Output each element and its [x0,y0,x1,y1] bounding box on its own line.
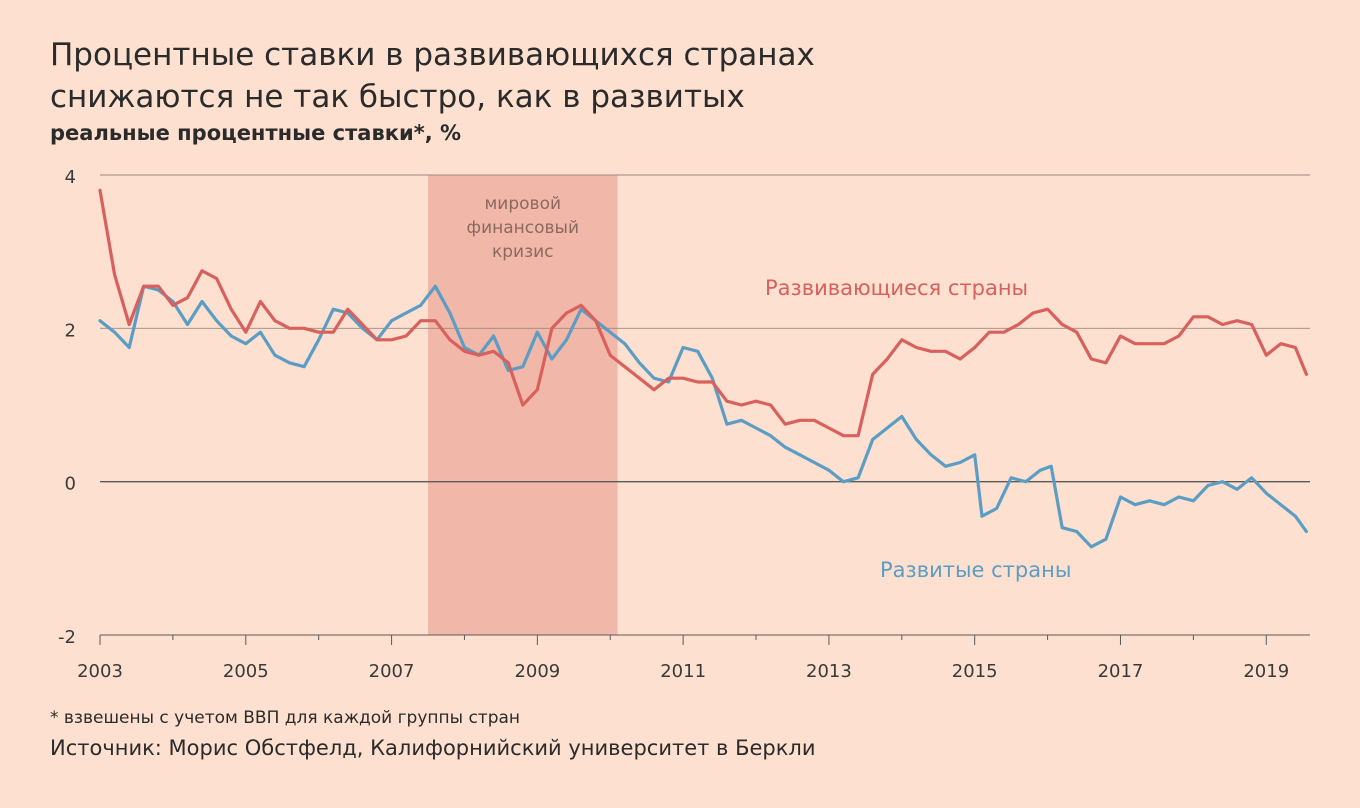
chart-title: Процентные ставки в развивающихся страна… [50,34,950,118]
x-tick-label: 2007 [369,661,415,682]
footnote: * взвешены с учетом ВВП для каждой групп… [50,708,521,728]
x-tick-label: 2013 [806,661,852,682]
x-tick-label: 2005 [223,661,269,682]
series-label-advanced: Развитые страны [880,558,1071,582]
x-tick-label: 2003 [77,661,123,682]
crisis-label-line: мировой [484,194,561,214]
title-line-2: снижаются не так быстро, как в развитых [50,79,745,115]
crisis-label-line: кризис [492,242,554,262]
y-tick-label: -2 [58,627,76,648]
x-tick-label: 2019 [1243,661,1289,682]
x-tick-label: 2011 [660,661,706,682]
title-line-1: Процентные ставки в развивающихся страна… [50,37,815,73]
y-tick-label: 4 [65,167,76,188]
y-tick-label: 0 [65,474,76,495]
series-label-emerging: Развивающиеся страны [765,276,1028,300]
source-note: Источник: Морис Обстфелд, Калифорнийский… [50,736,816,760]
chart-subtitle: реальные процентные ставки*, % [50,121,462,145]
crisis-label-line: финансовый [467,218,579,238]
x-tick-label: 2009 [514,661,560,682]
x-tick-label: 2017 [1098,661,1144,682]
series-line-emerging [98,188,1309,438]
x-tick-label: 2015 [952,661,998,682]
y-tick-label: 2 [65,320,76,341]
series-line-advanced [98,284,1309,549]
